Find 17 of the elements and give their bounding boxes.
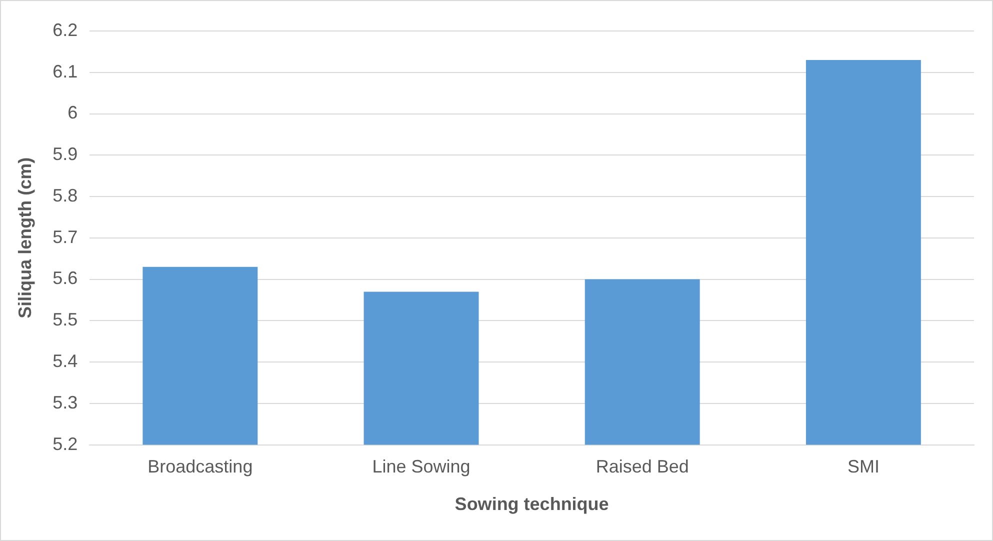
y-tick-label: 6 [68, 102, 78, 123]
y-axis-title: Siliqua length (cm) [14, 157, 35, 318]
y-tick-label: 5.4 [52, 351, 78, 372]
y-tick-label: 6.2 [52, 20, 78, 40]
x-axis-title: Sowing technique [454, 494, 609, 514]
y-tick-label: 6.1 [52, 61, 78, 82]
y-tick-label: 5.7 [52, 226, 78, 247]
x-tick-label: Broadcasting [148, 456, 253, 477]
y-tick-label: 5.9 [52, 144, 78, 164]
y-tick-label: 5.3 [52, 392, 78, 412]
x-tick-label: Line Sowing [372, 456, 470, 477]
x-tick-label: SMI [847, 456, 880, 477]
y-tick-label: 5.8 [52, 185, 78, 206]
x-tick-label: Raised Bed [596, 456, 689, 477]
y-tick-label: 5.2 [52, 434, 78, 454]
y-tick-label: 5.6 [52, 268, 78, 288]
y-tick-label: 5.5 [52, 310, 78, 330]
